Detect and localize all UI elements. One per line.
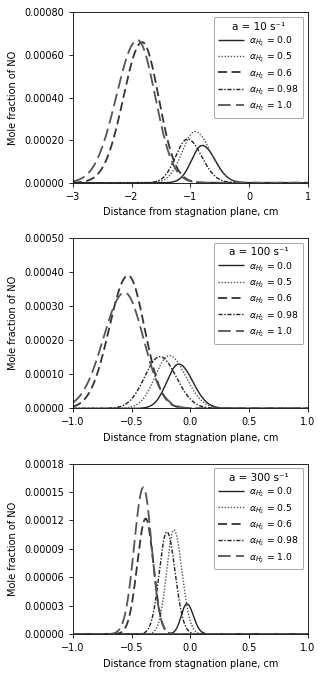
- X-axis label: Distance from stagnation plane, cm: Distance from stagnation plane, cm: [103, 207, 278, 217]
- Legend: $\alpha_{H_2}$ = 0.0, $\alpha_{H_2}$ = 0.5, $\alpha_{H_2}$ = 0.6, $\alpha_{H_2}$: $\alpha_{H_2}$ = 0.0, $\alpha_{H_2}$ = 0…: [214, 468, 303, 569]
- Y-axis label: Mole fraction of NO: Mole fraction of NO: [8, 276, 18, 370]
- Legend: $\alpha_{H_2}$ = 0.0, $\alpha_{H_2}$ = 0.5, $\alpha_{H_2}$ = 0.6, $\alpha_{H_2}$: $\alpha_{H_2}$ = 0.0, $\alpha_{H_2}$ = 0…: [214, 17, 303, 118]
- Y-axis label: Mole fraction of NO: Mole fraction of NO: [8, 502, 18, 596]
- Y-axis label: Mole fraction of NO: Mole fraction of NO: [8, 50, 18, 145]
- Legend: $\alpha_{H_2}$ = 0.0, $\alpha_{H_2}$ = 0.5, $\alpha_{H_2}$ = 0.6, $\alpha_{H_2}$: $\alpha_{H_2}$ = 0.0, $\alpha_{H_2}$ = 0…: [214, 242, 303, 344]
- X-axis label: Distance from stagnation plane, cm: Distance from stagnation plane, cm: [103, 659, 278, 669]
- X-axis label: Distance from stagnation plane, cm: Distance from stagnation plane, cm: [103, 433, 278, 443]
